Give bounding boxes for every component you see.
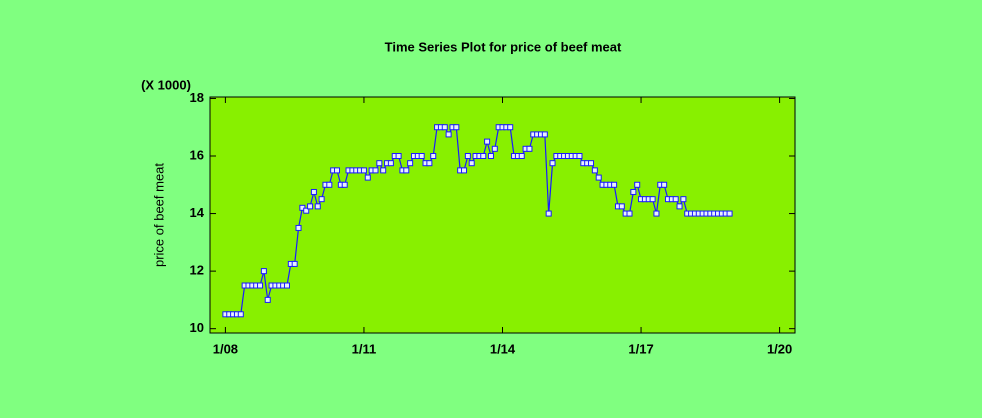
- point-marker: [307, 203, 314, 210]
- point-marker: [372, 167, 379, 174]
- point-marker: [541, 131, 548, 138]
- point-marker: [237, 311, 244, 318]
- point-marker: [461, 167, 468, 174]
- point-marker: [418, 153, 425, 159]
- point-marker: [364, 174, 371, 181]
- point-marker: [653, 210, 660, 217]
- y-axis-label: price of beef meat: [151, 163, 166, 267]
- x-tick-label: 1/08: [213, 341, 238, 356]
- point-marker: [395, 153, 402, 159]
- point-marker: [661, 181, 668, 188]
- point-marker: [453, 124, 460, 131]
- point-marker: [445, 131, 452, 138]
- point-marker: [360, 167, 367, 174]
- point-marker: [468, 160, 475, 167]
- point-marker: [484, 138, 491, 145]
- point-marker: [591, 167, 598, 174]
- point-marker: [611, 181, 618, 188]
- chart-title: Time Series Plot for price of beef meat: [385, 39, 622, 54]
- x-tick-label: 1/20: [767, 341, 792, 356]
- y-tick-label: 14: [190, 205, 205, 220]
- point-marker: [376, 160, 383, 167]
- point-marker: [260, 268, 267, 275]
- point-marker: [407, 160, 414, 167]
- point-marker: [588, 160, 595, 167]
- y-multiplier: (X 1000): [141, 77, 191, 92]
- x-tick-label: 1/14: [490, 341, 516, 356]
- point-marker: [726, 210, 733, 217]
- x-tick-label: 1/17: [628, 341, 653, 356]
- point-marker: [303, 207, 310, 214]
- point-marker: [480, 153, 487, 159]
- point-marker: [634, 181, 641, 188]
- point-marker: [618, 203, 625, 210]
- y-tick-label: 18: [190, 90, 204, 105]
- point-marker: [491, 145, 498, 152]
- point-marker: [549, 160, 556, 167]
- point-marker: [334, 167, 341, 174]
- point-marker: [291, 260, 298, 267]
- point-marker: [441, 124, 448, 131]
- point-marker: [676, 203, 683, 210]
- point-marker: [464, 153, 471, 159]
- point-marker: [576, 153, 583, 159]
- point-marker: [326, 181, 333, 188]
- point-marker: [426, 160, 433, 167]
- y-tick-label: 10: [190, 320, 204, 335]
- point-marker: [630, 188, 637, 195]
- x-tick-label: 1/11: [352, 341, 377, 356]
- y-tick-label: 12: [190, 263, 204, 278]
- point-marker: [526, 145, 533, 152]
- point-marker: [430, 153, 437, 159]
- point-marker: [680, 196, 687, 203]
- point-marker: [649, 196, 656, 203]
- point-marker: [403, 167, 410, 174]
- point-marker: [387, 160, 394, 167]
- point-marker: [518, 153, 525, 159]
- point-marker: [487, 153, 494, 159]
- point-marker: [314, 203, 321, 210]
- point-marker: [318, 196, 325, 203]
- point-marker: [672, 196, 679, 203]
- point-marker: [264, 296, 271, 303]
- point-marker: [310, 188, 317, 195]
- point-marker: [295, 224, 302, 231]
- point-marker: [507, 124, 514, 131]
- point-marker: [257, 282, 264, 289]
- point-marker: [283, 282, 290, 289]
- point-marker: [595, 174, 602, 181]
- point-marker: [626, 210, 633, 217]
- point-marker: [380, 167, 387, 174]
- point-marker: [545, 210, 552, 217]
- point-marker: [341, 181, 348, 188]
- y-tick-label: 16: [190, 147, 204, 162]
